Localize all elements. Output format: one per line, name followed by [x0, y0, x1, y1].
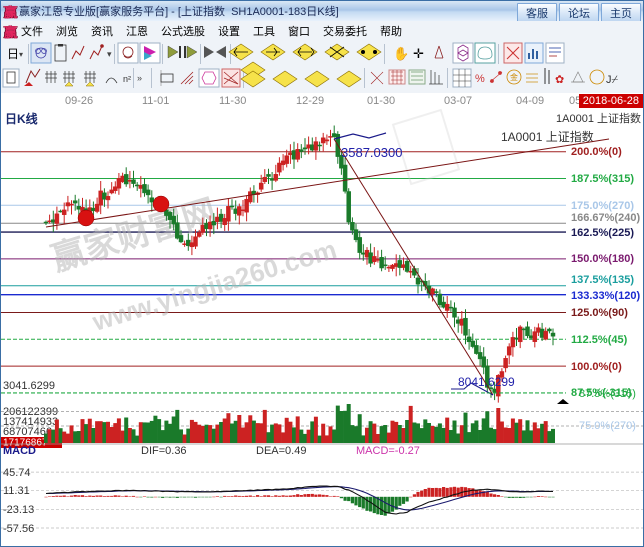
- svg-text:100.0%(0): 100.0%(0): [571, 361, 622, 373]
- svg-text:DEA=0.49: DEA=0.49: [256, 445, 306, 457]
- svg-text:187.5%(315): 187.5%(315): [571, 173, 634, 185]
- svg-text:1A0001 上证指数: 1A0001 上证指数: [501, 129, 594, 144]
- svg-text:200.0%(0): 200.0%(0): [571, 146, 622, 158]
- svg-text:8041.6299: 8041.6299: [458, 375, 515, 389]
- svg-text:175.0%(270): 175.0%(270): [571, 200, 634, 212]
- svg-text:166.67%(240): 166.67%(240): [571, 212, 640, 224]
- svg-text:75.0%(270): 75.0%(270): [579, 420, 636, 432]
- svg-text:3041.6299: 3041.6299: [3, 380, 55, 392]
- svg-text:3587.0300: 3587.0300: [341, 145, 402, 160]
- svg-text:11.31: 11.31: [3, 485, 30, 497]
- svg-text:-57.56: -57.56: [3, 523, 34, 535]
- svg-text:150.0%(180): 150.0%(180): [571, 253, 634, 265]
- svg-text:MACD: MACD: [3, 445, 36, 457]
- svg-text:87.5%(315): 87.5%(315): [579, 388, 636, 400]
- svg-text:137.5%(135): 137.5%(135): [571, 274, 634, 286]
- svg-text:112.5%(45): 112.5%(45): [571, 334, 628, 346]
- svg-text:45.74: 45.74: [3, 467, 31, 479]
- svg-text:-23.13: -23.13: [3, 504, 34, 516]
- svg-text:DIF=0.36: DIF=0.36: [141, 445, 187, 457]
- svg-text:125.0%(90): 125.0%(90): [571, 307, 628, 319]
- svg-text:162.5%(225): 162.5%(225): [571, 227, 634, 239]
- svg-text:MACD=-0.27: MACD=-0.27: [356, 445, 420, 457]
- svg-text:133.33%(120): 133.33%(120): [571, 290, 640, 302]
